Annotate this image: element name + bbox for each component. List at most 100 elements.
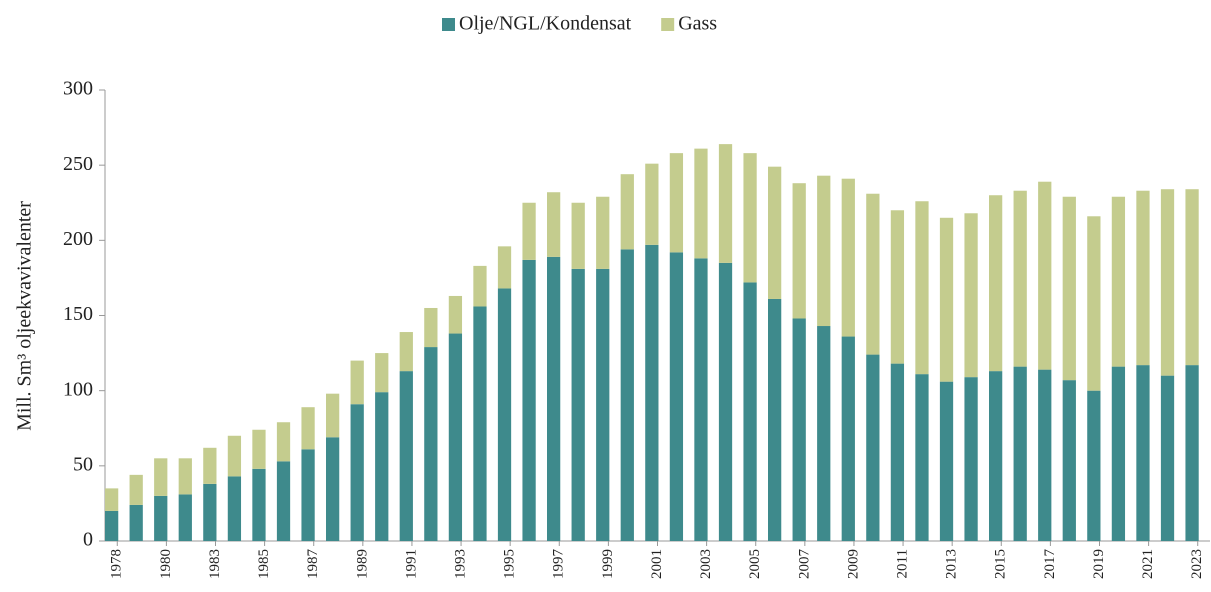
bar bbox=[129, 474, 143, 505]
bar bbox=[203, 483, 217, 541]
bar bbox=[1136, 365, 1150, 541]
x-tick-label: 2019 bbox=[1091, 549, 1107, 579]
bar bbox=[1087, 216, 1101, 391]
bar bbox=[718, 144, 733, 263]
bar bbox=[227, 476, 242, 541]
bar bbox=[989, 195, 1003, 372]
bar bbox=[154, 458, 168, 496]
legend-swatch bbox=[442, 18, 455, 31]
y-tick-label: 200 bbox=[63, 228, 93, 250]
bar bbox=[497, 246, 512, 289]
y-tick-label: 250 bbox=[63, 153, 93, 175]
bar bbox=[375, 392, 389, 541]
bar bbox=[645, 163, 659, 245]
bar bbox=[178, 458, 192, 495]
x-tick-label: 2011 bbox=[894, 549, 910, 578]
bar bbox=[792, 318, 806, 541]
y-tick-label: 300 bbox=[63, 78, 93, 100]
bar bbox=[129, 504, 143, 541]
bar bbox=[375, 353, 389, 393]
x-tick-label: 2007 bbox=[796, 549, 812, 580]
bar bbox=[1038, 181, 1052, 370]
bar bbox=[227, 435, 242, 477]
bar bbox=[547, 256, 561, 541]
x-tick-label: 1995 bbox=[502, 549, 518, 579]
bar bbox=[154, 495, 168, 541]
x-tick-label: 1983 bbox=[207, 549, 223, 579]
legend-swatch bbox=[661, 18, 675, 31]
bar bbox=[1185, 365, 1199, 541]
y-axis-label: Mill. Sm³ oljeekvavivalenter bbox=[14, 201, 36, 431]
bar bbox=[326, 393, 340, 438]
x-tick-label: 2017 bbox=[1042, 549, 1058, 580]
bar bbox=[522, 202, 536, 260]
bar bbox=[301, 449, 315, 541]
bar bbox=[890, 363, 905, 541]
bar bbox=[1160, 375, 1175, 541]
bar bbox=[866, 354, 880, 541]
y-tick-label: 0 bbox=[83, 529, 93, 551]
bar bbox=[669, 252, 684, 542]
x-tick-label: 1999 bbox=[600, 549, 616, 579]
legend-label: Olje/NGL/Kondensat bbox=[459, 13, 632, 35]
bar bbox=[817, 175, 831, 327]
bar bbox=[1185, 189, 1199, 366]
x-tick-label: 2021 bbox=[1140, 549, 1156, 579]
bar bbox=[1013, 366, 1027, 541]
bar bbox=[252, 468, 266, 541]
x-tick-label: 1997 bbox=[551, 549, 567, 580]
bar bbox=[1136, 190, 1150, 366]
x-tick-label: 1980 bbox=[158, 549, 174, 579]
x-tick-label: 2005 bbox=[747, 549, 763, 579]
x-tick-label: 2009 bbox=[845, 549, 861, 579]
bar bbox=[596, 268, 610, 541]
x-tick-label: 1991 bbox=[403, 549, 419, 579]
bar bbox=[620, 174, 634, 250]
bar bbox=[105, 510, 119, 541]
x-tick-label: 1989 bbox=[354, 549, 370, 579]
bar bbox=[497, 288, 512, 541]
bar bbox=[915, 374, 929, 541]
bar bbox=[448, 295, 463, 334]
bar bbox=[841, 178, 855, 337]
bar bbox=[1013, 190, 1027, 367]
bar bbox=[1087, 390, 1101, 541]
bar bbox=[1062, 196, 1076, 381]
bar bbox=[939, 217, 954, 382]
bar bbox=[399, 371, 413, 541]
bar bbox=[743, 153, 757, 283]
y-tick-label: 50 bbox=[73, 453, 93, 475]
bar bbox=[694, 258, 708, 541]
bar bbox=[547, 192, 561, 257]
y-tick-label: 150 bbox=[63, 303, 93, 325]
bar bbox=[252, 429, 266, 469]
bar bbox=[964, 377, 978, 541]
bar bbox=[1111, 366, 1126, 541]
bar bbox=[645, 244, 659, 542]
bar bbox=[473, 265, 487, 307]
bar bbox=[571, 268, 585, 541]
bar bbox=[939, 381, 954, 541]
bar bbox=[620, 249, 634, 541]
bar bbox=[718, 262, 733, 541]
x-tick-label: 2015 bbox=[993, 549, 1009, 579]
bar bbox=[571, 202, 585, 269]
bar bbox=[768, 166, 782, 299]
x-tick-label: 1985 bbox=[256, 549, 272, 579]
x-tick-label: 1993 bbox=[452, 549, 468, 579]
bar bbox=[424, 307, 438, 348]
x-tick-label: 2003 bbox=[698, 549, 714, 579]
bar bbox=[1038, 369, 1052, 541]
bar bbox=[326, 437, 340, 541]
bar bbox=[203, 447, 217, 484]
bar bbox=[743, 282, 757, 541]
bar bbox=[1111, 196, 1126, 367]
bar bbox=[841, 336, 855, 541]
bar bbox=[424, 347, 438, 541]
bar bbox=[399, 332, 413, 372]
x-tick-label: 1978 bbox=[109, 549, 125, 579]
bar bbox=[792, 183, 806, 319]
bar bbox=[301, 407, 315, 450]
bar bbox=[1160, 189, 1175, 376]
